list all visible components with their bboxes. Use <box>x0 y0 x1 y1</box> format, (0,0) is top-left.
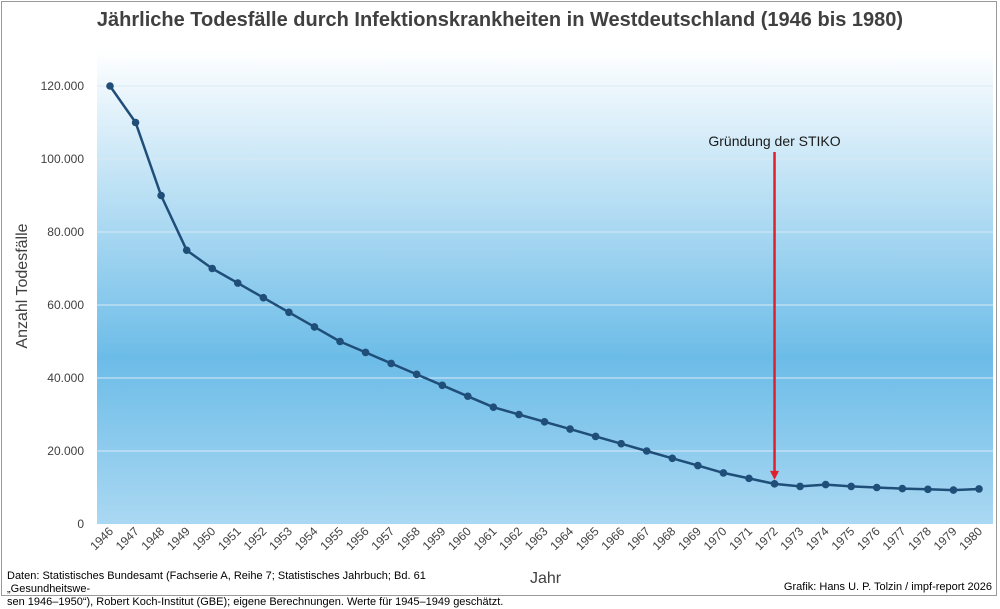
x-tick-label: 1946 <box>87 524 116 553</box>
chart-frame <box>1 1 997 596</box>
data-point <box>642 447 651 455</box>
data-point <box>106 82 114 90</box>
y-tick-label: 40.000 <box>47 371 84 385</box>
y-tick-label: 80.000 <box>47 225 84 239</box>
data-point <box>847 482 856 491</box>
data-point <box>924 485 932 494</box>
data-point <box>975 485 983 493</box>
data-point <box>412 370 421 379</box>
data-point <box>438 381 447 390</box>
x-tick-label: 1966 <box>599 524 628 553</box>
x-tick-label: 1960 <box>445 524 474 553</box>
x-tick-label: 1971 <box>726 524 755 553</box>
y-tick-label: 20.000 <box>47 444 84 458</box>
x-tick-label: 1970 <box>701 524 730 553</box>
x-tick-label: 1964 <box>547 524 576 553</box>
data-point <box>719 469 728 477</box>
x-tick-label: 1959 <box>420 524 449 553</box>
x-tick-label: 1957 <box>368 524 397 553</box>
data-point <box>821 480 830 489</box>
data-point <box>796 482 804 491</box>
y-tick-label: 100.000 <box>41 152 85 166</box>
x-tick-label: 1947 <box>113 524 142 553</box>
x-tick-label: 1965 <box>573 524 602 553</box>
data-point <box>361 348 370 357</box>
data-point <box>233 279 242 287</box>
data-point <box>310 323 319 331</box>
data-point <box>566 425 574 433</box>
x-tick-label: 1962 <box>496 524 525 553</box>
data-point <box>872 483 881 492</box>
data-point <box>949 486 958 494</box>
x-tick-label: 1951 <box>215 524 244 553</box>
x-tick-label: 1975 <box>829 524 858 553</box>
data-point <box>745 474 753 483</box>
y-tick-label: 0 <box>77 517 84 531</box>
x-tick-label: 1969 <box>675 524 704 553</box>
source-line-1: Daten: Statistisches Bundesamt (Fachseri… <box>7 570 426 595</box>
x-tick-label: 1953 <box>266 524 295 553</box>
data-point <box>182 246 191 255</box>
x-tick-label: 1949 <box>164 524 193 553</box>
x-tick-label: 1973 <box>777 524 806 553</box>
data-point <box>898 484 907 493</box>
y-axis-ticks: 0 20.000 40.000 60.000 80.000 100.000 120.000 <box>41 79 85 531</box>
x-tick-label: 1958 <box>394 524 423 553</box>
x-tick-label: 1977 <box>880 524 909 553</box>
data-points <box>106 82 983 494</box>
data-point <box>489 403 498 412</box>
data-point <box>515 410 523 419</box>
data-point <box>157 191 165 200</box>
annotation-arrow-head <box>770 470 780 480</box>
data-point <box>387 359 395 368</box>
x-tick-label: 1976 <box>854 524 883 553</box>
data-point <box>336 337 344 346</box>
x-tick-label: 1972 <box>752 524 781 553</box>
credit-note: Grafik: Hans U. P. Tolzin / impf-report … <box>783 581 992 593</box>
data-point <box>131 118 140 127</box>
x-tick-label: 1948 <box>138 524 167 553</box>
x-axis-label: Jahr <box>530 570 562 587</box>
x-tick-label: 1968 <box>650 524 679 553</box>
plot-area <box>97 50 993 524</box>
data-point <box>591 432 600 441</box>
data-point <box>259 293 268 302</box>
x-tick-label: 1952 <box>241 524 270 553</box>
data-point <box>208 264 217 273</box>
x-tick-label: 1978 <box>905 524 934 553</box>
x-tick-label: 1961 <box>471 524 500 553</box>
x-tick-label: 1974 <box>803 524 832 553</box>
data-point <box>464 392 472 401</box>
data-point <box>770 480 779 488</box>
data-point <box>694 461 702 470</box>
chart-title: Jährliche Todesfälle durch Infektionskra… <box>96 9 904 31</box>
data-point <box>668 454 677 463</box>
x-axis-ticks: 1946194719481949195019511952195319541955… <box>87 524 985 553</box>
x-tick-label: 1954 <box>292 524 321 553</box>
x-tick-label: 1967 <box>624 524 653 553</box>
y-tick-label: 120.000 <box>41 79 85 93</box>
data-point <box>540 418 549 426</box>
stiko-annotation: Gründung der STIKO <box>708 133 841 480</box>
annotation-label: Gründung der STIKO <box>708 133 840 149</box>
x-tick-label: 1963 <box>522 524 551 553</box>
x-tick-label: 1955 <box>317 524 346 553</box>
gridlines <box>97 85 993 452</box>
data-point <box>617 439 625 448</box>
x-tick-label: 1950 <box>190 524 219 553</box>
data-point <box>285 308 293 317</box>
x-tick-label: 1956 <box>343 524 372 553</box>
x-tick-label: 1980 <box>956 524 985 553</box>
y-tick-label: 60.000 <box>47 298 84 312</box>
x-tick-label: 1979 <box>931 524 960 553</box>
